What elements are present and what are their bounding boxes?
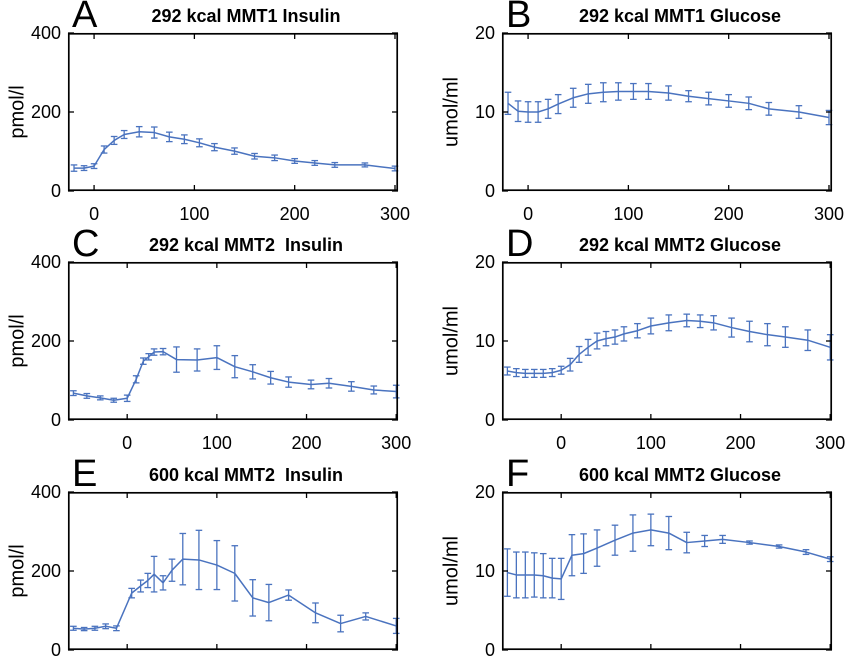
panel-title-B: 292 kcal MMT1 Glucose bbox=[578, 6, 782, 26]
x-tick-label: 200 bbox=[713, 204, 744, 224]
y-tick-label: 0 bbox=[484, 181, 495, 201]
panel-title-A: 292 kcal MMT1 Insulin bbox=[151, 6, 341, 26]
panel-letter-B: B bbox=[506, 0, 532, 36]
x-tick-label: 200 bbox=[725, 433, 756, 453]
data-line bbox=[507, 529, 831, 580]
tick-marks bbox=[502, 491, 832, 651]
y-tick-label: 0 bbox=[484, 640, 495, 660]
y-tick-label: 200 bbox=[30, 561, 61, 581]
x-tick-label: 100 bbox=[613, 204, 644, 224]
panel-B-glucose-mmt1: B 292 kcal MMT1 Glucose umol/ml 0 10 20 0 10… bbox=[441, 0, 845, 224]
x-tick-label: 200 bbox=[291, 433, 322, 453]
y-tick-label: 20 bbox=[474, 252, 495, 272]
plot-area-E bbox=[67, 491, 400, 651]
error-bars bbox=[504, 82, 833, 126]
error-bars bbox=[70, 345, 400, 403]
x-tick-label: 200 bbox=[279, 204, 310, 224]
y-tick-label: 20 bbox=[474, 482, 495, 502]
y-tick-label: 200 bbox=[30, 102, 61, 122]
y-tick-label: 20 bbox=[474, 23, 495, 43]
panel-A-insulin-mmt1: A 292 kcal MMT1 Insulin pmol/l 0 200 400 0 1… bbox=[7, 0, 411, 224]
axis-box bbox=[67, 261, 399, 421]
y-tick-label: 0 bbox=[484, 410, 495, 430]
axis-box bbox=[67, 32, 399, 192]
y-tick-label: 400 bbox=[30, 252, 61, 272]
plot-area-D bbox=[501, 261, 834, 421]
plot-area-C bbox=[67, 261, 400, 421]
panel-title-F: 600 kcal MMT2 Glucose bbox=[578, 465, 782, 485]
panel-letter-C: C bbox=[72, 223, 100, 265]
panel-letter-D: D bbox=[506, 223, 534, 265]
x-tick-label: 300 bbox=[379, 204, 410, 224]
panel-letter-E: E bbox=[72, 453, 98, 495]
y-tick-label: 0 bbox=[50, 410, 61, 430]
tick-marks bbox=[68, 32, 398, 192]
x-tick-label: 100 bbox=[635, 433, 666, 453]
panel-letter-F: F bbox=[506, 453, 530, 495]
data-line bbox=[507, 319, 831, 375]
panel-E-insulin-mmt2-600: E 600 kcal MMT2 Insulin pmol/l 0 200 400 bbox=[7, 455, 400, 660]
x-tick-label: 0 bbox=[523, 204, 534, 224]
y-tick-label: 10 bbox=[474, 102, 495, 122]
x-tick-label: 300 bbox=[381, 433, 412, 453]
x-tick-label: 100 bbox=[179, 204, 210, 224]
y-tick-label: 10 bbox=[474, 331, 495, 351]
axis-box bbox=[501, 32, 833, 192]
panel-title-D: 292 kcal MMT2 Glucose bbox=[578, 235, 782, 255]
y-tick-label: 10 bbox=[474, 561, 495, 581]
plot-area-B bbox=[501, 32, 833, 192]
y-tick-label: 0 bbox=[50, 640, 61, 660]
data-line bbox=[73, 350, 397, 401]
data-line bbox=[74, 131, 396, 170]
y-tick-label: 400 bbox=[30, 482, 61, 502]
figure-mmt-panels: A 292 kcal MMT1 Insulin pmol/l 0 200 400 0 1… bbox=[7, 0, 846, 660]
panel-title-C: 292 kcal MMT2 Insulin bbox=[148, 235, 344, 255]
tick-marks bbox=[502, 261, 832, 421]
panel-title-E: 600 kcal MMT2 Insulin bbox=[148, 465, 344, 485]
panel-D-glucose-mmt2: D 292 kcal MMT2 Glucose umol/ml 0 10 20 0 10… bbox=[441, 225, 846, 453]
x-tick-label: 0 bbox=[89, 204, 100, 224]
panel-C-insulin-mmt2: C 292 kcal MMT2 Insulin pmol/l 0 200 400 0 1… bbox=[7, 225, 412, 453]
x-tick-label: 0 bbox=[556, 433, 567, 453]
x-tick-label: 0 bbox=[122, 433, 133, 453]
x-tick-label: 300 bbox=[815, 433, 846, 453]
x-tick-label: 300 bbox=[813, 204, 844, 224]
plot-area-F bbox=[501, 491, 834, 651]
error-bars bbox=[504, 313, 834, 378]
y-tick-label: 400 bbox=[30, 23, 61, 43]
axis-box bbox=[501, 261, 833, 421]
tick-marks bbox=[502, 32, 832, 192]
error-bars bbox=[70, 529, 400, 635]
error-bars bbox=[504, 513, 834, 601]
data-line bbox=[73, 558, 397, 630]
tick-marks bbox=[68, 261, 398, 421]
data-line bbox=[507, 90, 830, 119]
panel-F-glucose-mmt2-600: F 600 kcal MMT2 Glucose umol/ml 0 10 20 bbox=[441, 455, 834, 660]
x-tick-label: 100 bbox=[201, 433, 232, 453]
plot-area-A bbox=[67, 32, 399, 192]
y-tick-label: 200 bbox=[30, 331, 61, 351]
y-tick-label: 0 bbox=[50, 181, 61, 201]
panel-letter-A: A bbox=[72, 0, 98, 36]
